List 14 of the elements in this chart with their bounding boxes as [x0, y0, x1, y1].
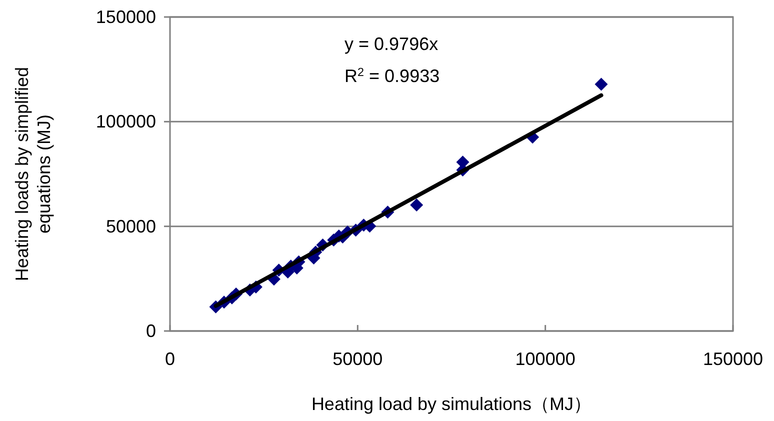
annotation: y = 0.9796x: [344, 34, 438, 54]
x-tick-label: 0: [164, 349, 176, 369]
x-tick-label: 100000: [515, 349, 576, 369]
y-tick-label: 0: [146, 321, 156, 341]
x-tick-label: 50000: [332, 349, 383, 369]
annotation: R$^{2}$ = 0.9933: [344, 66, 440, 86]
y-tick-label: 50000: [106, 216, 156, 236]
y-tick-label: 100000: [96, 112, 156, 132]
y-axis-title: Heating loads by simplified equations (MJ): [12, 66, 54, 282]
y-tick-label: 150000: [96, 7, 156, 27]
x-axis-title: Heating load by simulations（MJ）: [311, 394, 592, 414]
x-tick-label: 150000: [702, 349, 764, 369]
point: [410, 198, 424, 212]
point: [594, 78, 608, 91]
